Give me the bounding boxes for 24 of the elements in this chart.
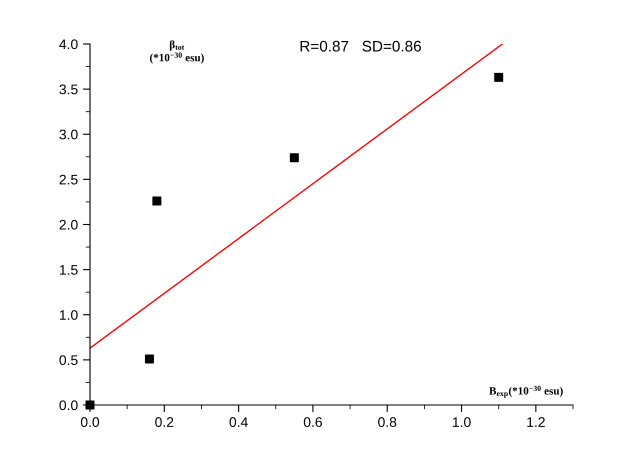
y-tick-label: 2.0 [60, 220, 78, 230]
y-tick-label: 0.5 [59, 355, 78, 366]
y-tick-label: 3.5 [59, 84, 78, 94]
x-tick-label: 0.4 [230, 417, 248, 428]
x-axis-title: B$_{exp}$(*10$^{−30}$ esu) [489, 386, 563, 398]
x-tick-label: 0.8 [378, 417, 396, 428]
point [144, 354, 154, 364]
x-tick-label: 0.6 [304, 417, 322, 428]
point [152, 196, 162, 206]
y-tick-label: 1.0 [60, 310, 78, 320]
point [494, 72, 504, 82]
x-tick-label: 0.0 [80, 417, 100, 428]
x-tick-label: 1.0 [452, 417, 471, 428]
x-tick-label: 0.2 [155, 417, 174, 428]
y-tick-label: 1.5 [60, 265, 78, 275]
x-tick-label: 1.2 [527, 417, 545, 427]
point [86, 400, 94, 410]
y-tick-label: 0.0 [59, 400, 78, 410]
y-tick-label: 3.0 [59, 130, 78, 140]
point [290, 153, 299, 162]
annotation: R=0.87 SD=0.86 [300, 40, 421, 52]
y-tick-label: 2.5 [60, 174, 78, 185]
y-axis-title: β$_{tot}$ (*10$^{−30}$ esu) [150, 40, 204, 64]
y-tick-label: 4.0 [59, 39, 78, 50]
